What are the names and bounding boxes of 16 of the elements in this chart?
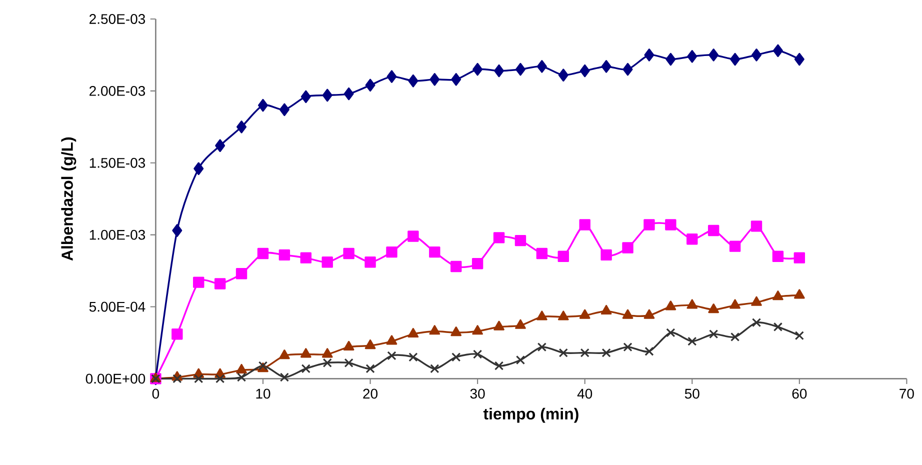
x-tick-label: 0 <box>152 388 160 399</box>
y-tick-label: 1.50E-03 <box>90 158 146 168</box>
x-tick-label: 60 <box>792 388 807 399</box>
y-tick-label: 2.50E-03 <box>90 14 146 24</box>
x-tick-label: 70 <box>900 388 914 399</box>
y-tick-label: 1.00E-03 <box>90 230 146 240</box>
x-axis-title: tiempo (min) <box>483 408 578 423</box>
x-tick-label: 10 <box>256 388 270 399</box>
x-tick-label: 30 <box>470 388 485 399</box>
x-tick-label: 20 <box>363 388 378 399</box>
x-tick-label: 50 <box>684 388 700 399</box>
x-tick-label: 40 <box>577 388 592 399</box>
y-tick-label: 5.00E-04 <box>89 302 146 312</box>
y-axis-title: Albendazol (g/L) <box>61 137 76 261</box>
y-tick-label: 2.00E-03 <box>90 86 146 96</box>
y-tick-label: 0.00E+00 <box>86 374 146 384</box>
